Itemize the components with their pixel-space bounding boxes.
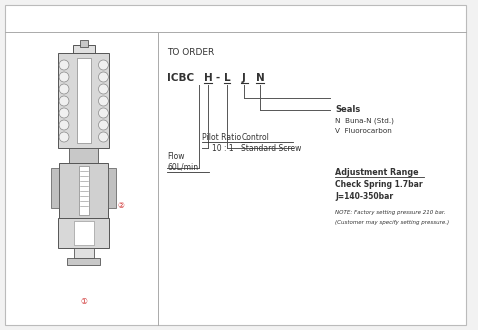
Circle shape: [98, 60, 109, 70]
Circle shape: [59, 84, 69, 94]
Text: Flow: Flow: [167, 152, 185, 161]
Circle shape: [98, 108, 109, 118]
Bar: [69, 148, 98, 163]
Circle shape: [59, 132, 69, 142]
Text: (Customer may specify setting pressure.): (Customer may specify setting pressure.): [335, 220, 449, 225]
Bar: [59, 163, 109, 218]
Bar: [67, 258, 100, 265]
Bar: [80, 40, 87, 47]
Bar: [58, 53, 109, 148]
Bar: [74, 221, 94, 245]
Text: TO ORDER: TO ORDER: [167, 48, 215, 57]
Circle shape: [59, 108, 69, 118]
Text: -: -: [216, 73, 220, 83]
Text: Check Spring 1.7bar: Check Spring 1.7bar: [335, 180, 423, 189]
Circle shape: [59, 72, 69, 82]
Text: 60L/min: 60L/min: [167, 163, 198, 172]
Circle shape: [98, 96, 109, 106]
Circle shape: [59, 120, 69, 130]
Circle shape: [59, 60, 69, 70]
Circle shape: [98, 72, 109, 82]
Text: Adjustment Range: Adjustment Range: [335, 168, 419, 177]
Bar: [109, 168, 116, 208]
Bar: [77, 58, 91, 143]
Text: V  Fluorocarbon: V Fluorocarbon: [335, 128, 391, 134]
Text: H: H: [204, 73, 213, 83]
Bar: [74, 248, 94, 258]
Text: ②: ②: [118, 201, 125, 210]
Text: Pilot Ratio: Pilot Ratio: [202, 133, 241, 142]
Circle shape: [98, 84, 109, 94]
Text: 10 : 1: 10 : 1: [212, 144, 233, 153]
Circle shape: [98, 120, 109, 130]
Bar: [58, 218, 109, 248]
Text: N  Buna-N (Std.): N Buna-N (Std.): [335, 118, 394, 124]
Text: ①: ①: [80, 298, 87, 307]
Text: N: N: [256, 73, 265, 83]
Circle shape: [98, 132, 109, 142]
Text: NOTE: Factory setting pressure 210 bar.: NOTE: Factory setting pressure 210 bar.: [335, 210, 445, 215]
Bar: [79, 166, 88, 215]
Text: Standard Screw: Standard Screw: [241, 144, 302, 153]
Text: ICBC: ICBC: [167, 73, 195, 83]
Circle shape: [59, 96, 69, 106]
Bar: [73, 45, 95, 53]
Text: Seals: Seals: [335, 105, 360, 114]
Bar: [51, 168, 59, 208]
Text: J=140-350bar: J=140-350bar: [335, 192, 393, 201]
Text: Control: Control: [241, 133, 269, 142]
Text: L: L: [224, 73, 230, 83]
Text: J: J: [241, 73, 245, 83]
